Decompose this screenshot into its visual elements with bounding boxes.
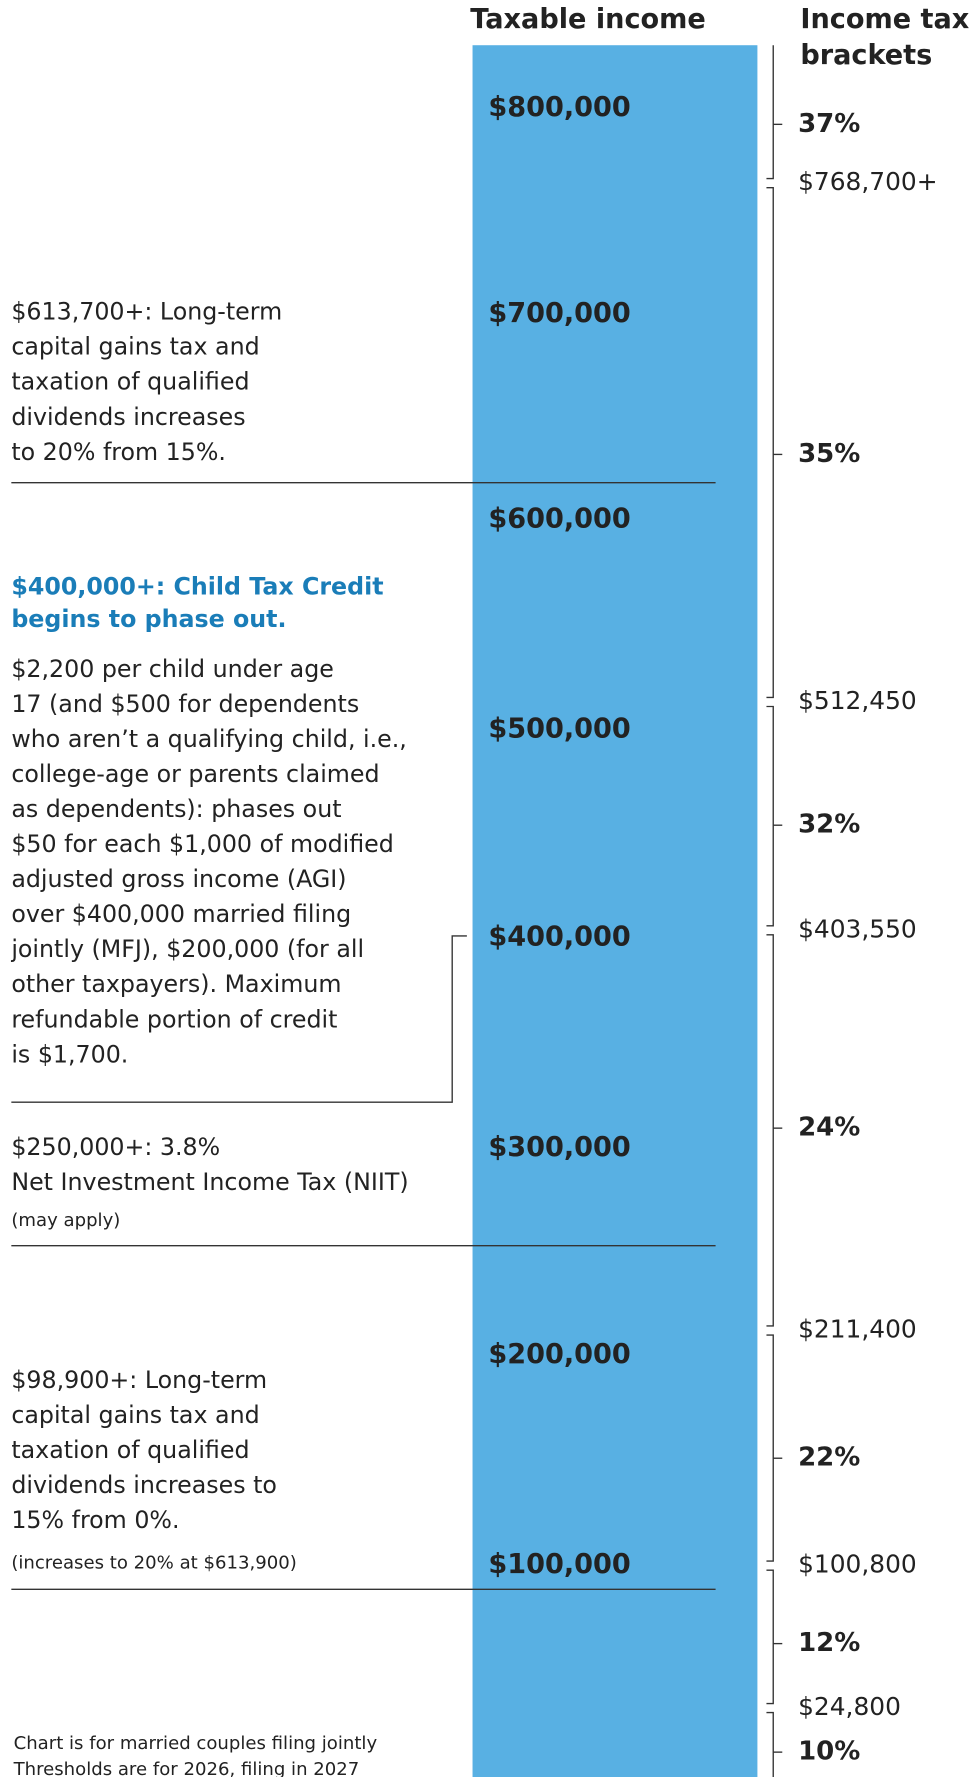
note-line: refundable portion of credit (11, 1005, 337, 1033)
threshold: $403,550 (798, 914, 917, 943)
note-line: dividends increases (11, 403, 245, 431)
brackets-header: brackets (800, 40, 932, 71)
rate: 12% (798, 1628, 860, 1658)
income-level: $700,000 (488, 298, 630, 329)
note-title: $400,000+: Child Tax Credit (11, 572, 383, 600)
note-small: (may apply) (11, 1210, 120, 1231)
note-line: 15% from 0%. (11, 1506, 179, 1534)
note-line: to 20% from 15%. (11, 438, 226, 466)
note-line: $98,900+: Long-term (11, 1366, 267, 1394)
note-line: jointly (MFJ), $200,000 (for all (10, 935, 364, 963)
rate: 32% (798, 810, 860, 840)
threshold: $512,450 (798, 686, 917, 715)
income-level: $400,000 (488, 922, 630, 953)
threshold: $100,800 (798, 1550, 917, 1579)
note-line: $613,700+: Long-term (11, 298, 282, 326)
note-line: capital gains tax and (11, 1401, 259, 1429)
income-bar (472, 45, 758, 1777)
note-line: college-age or parents claimed (11, 760, 379, 788)
note-line: $50 for each $1,000 of modified (11, 830, 394, 858)
rate: 10% (798, 1737, 860, 1767)
footnote: Thresholds are for 2026, filing in 2027 (13, 1759, 360, 1777)
separators (11, 482, 716, 1591)
note-small: (increases to 20% at $613,900) (11, 1552, 296, 1573)
rate: 22% (798, 1443, 860, 1473)
note-line: over $400,000 married filing (11, 900, 351, 928)
note-line: 17 (and $500 for dependents (11, 690, 359, 718)
note-line: as dependents): phases out (11, 795, 341, 823)
income-level: $200,000 (488, 1339, 630, 1370)
income-level: $100,000 (488, 1549, 630, 1580)
note-title: begins to phase out. (11, 605, 286, 633)
note-line: dividends increases to (11, 1471, 277, 1499)
bracket-axis (766, 45, 774, 1777)
note-line: taxation of qualified (11, 1436, 249, 1464)
income-level: $800,000 (488, 92, 630, 123)
note-line: taxation of qualified (11, 368, 249, 396)
rate: 24% (798, 1113, 860, 1143)
threshold: $24,800 (798, 1692, 901, 1721)
rate: 37% (798, 109, 860, 139)
income-level: $500,000 (488, 714, 630, 745)
note-line: who aren’t a qualifying child, i.e., (11, 725, 407, 753)
note-line: capital gains tax and (11, 333, 259, 361)
threshold: $768,700+ (798, 167, 937, 196)
note-line: Net Investment Income Tax (NIIT) (11, 1168, 408, 1196)
note-line: is $1,700. (11, 1040, 128, 1068)
threshold: $211,400 (798, 1314, 917, 1343)
note-line: other taxpayers). Maximum (11, 970, 341, 998)
note-line: $250,000+: 3.8% (11, 1133, 220, 1161)
note-line: adjusted gross income (AGI) (11, 865, 346, 893)
brackets-header: Income tax (800, 4, 969, 35)
rate: 35% (798, 439, 860, 469)
note-line: $2,200 per child under age (11, 655, 334, 683)
footnote: Chart is for married couples filing join… (14, 1733, 378, 1754)
income-header: Taxable income (470, 4, 706, 35)
income-level: $600,000 (488, 503, 630, 534)
income-level: $300,000 (488, 1132, 630, 1163)
